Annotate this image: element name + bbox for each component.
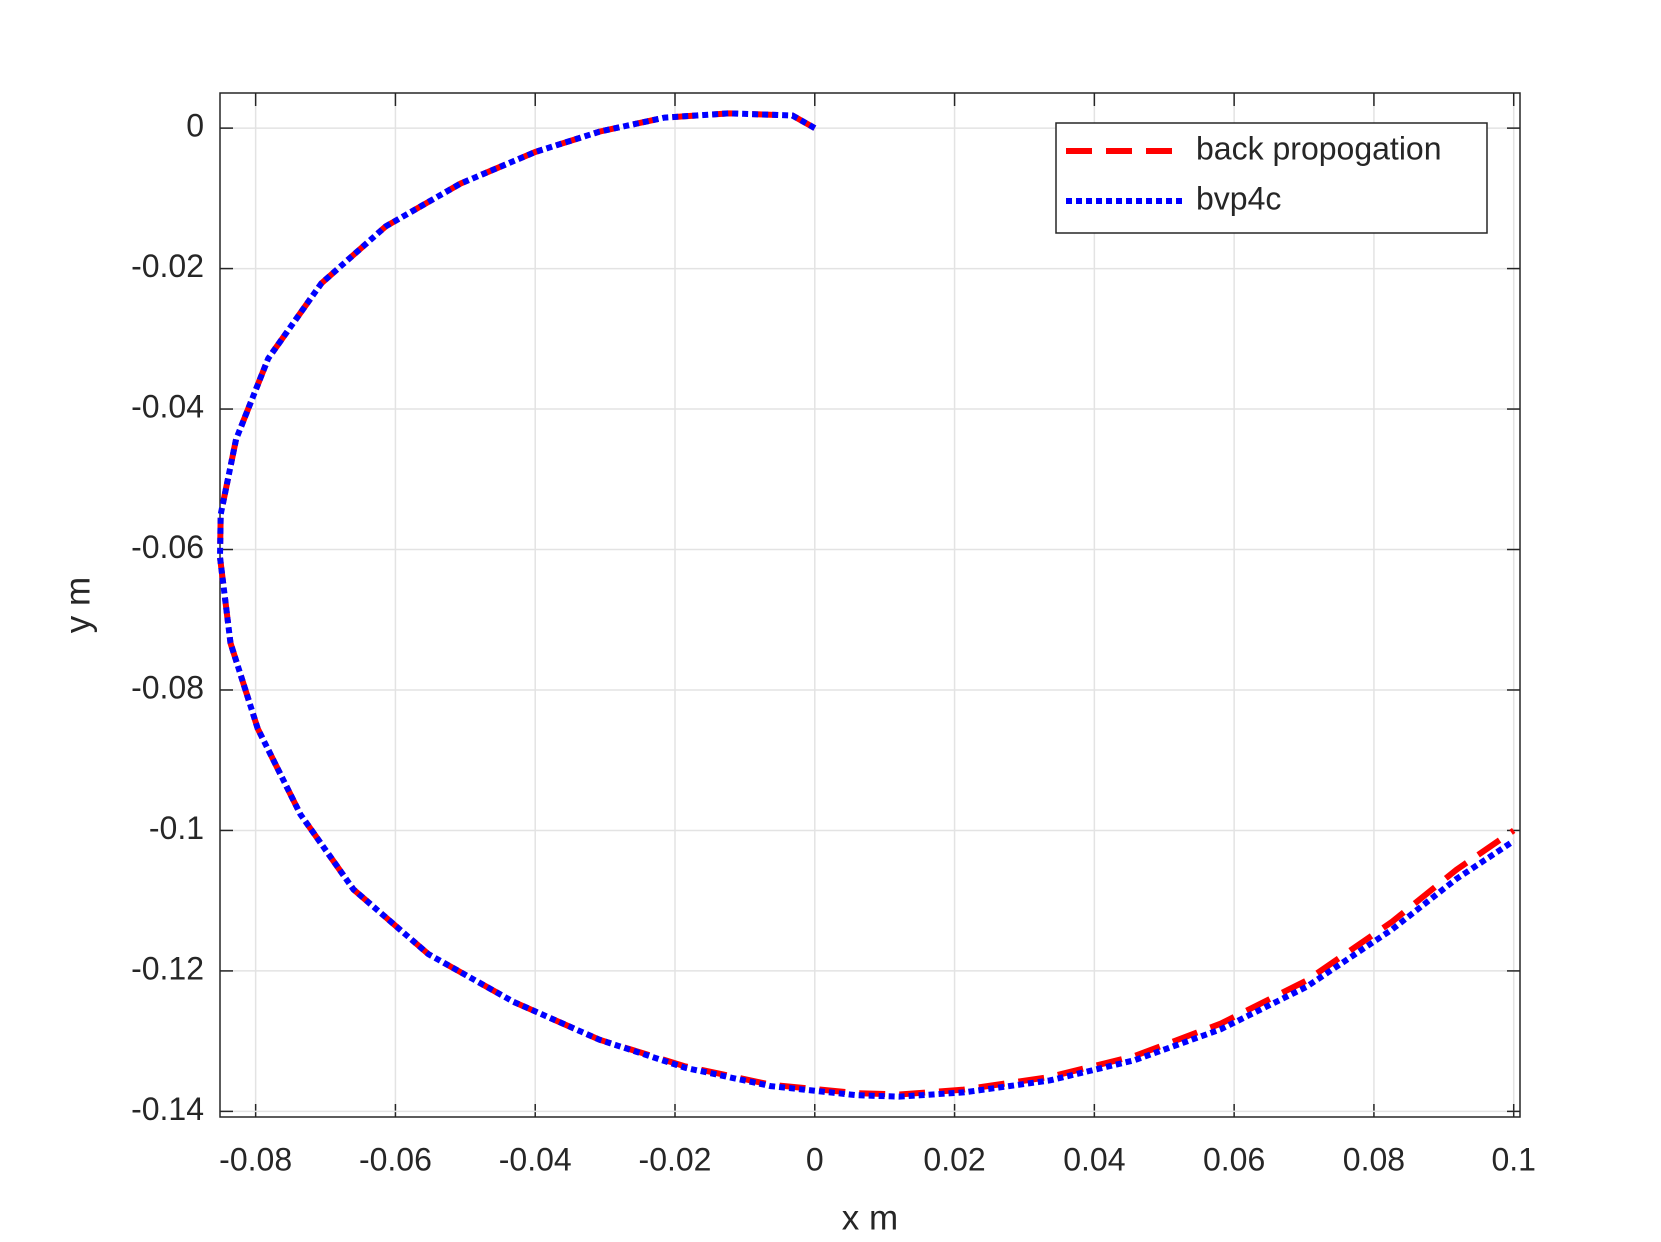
y-tick-label: 0 xyxy=(186,108,204,144)
plot-frame xyxy=(219,92,1521,1118)
x-tick-label: -0.02 xyxy=(639,1141,712,1177)
x-tick-label: 0.06 xyxy=(1203,1141,1265,1177)
y-tick-label: -0.02 xyxy=(131,248,204,284)
x-tick-label: 0 xyxy=(806,1141,824,1177)
x-tick-label: 0.1 xyxy=(1491,1141,1535,1177)
series-line xyxy=(216,110,1516,1100)
y-tick-label: -0.1 xyxy=(149,810,204,846)
y-tick-label: -0.08 xyxy=(131,669,204,705)
y-tick-label: -0.04 xyxy=(131,389,204,425)
x-tick-label: 0.02 xyxy=(923,1141,985,1177)
y-tick-label: -0.12 xyxy=(131,950,204,986)
y-tick-label: -0.14 xyxy=(131,1091,204,1127)
x-tick-label: -0.04 xyxy=(499,1141,572,1177)
y-axis-label: y m xyxy=(58,577,97,633)
legend-label: back propogation xyxy=(1196,130,1442,166)
x-tick-label: -0.06 xyxy=(359,1141,432,1177)
x-tick-label: 0.04 xyxy=(1063,1141,1125,1177)
y-tick-label: -0.06 xyxy=(131,529,204,565)
x-tick-label: 0.08 xyxy=(1343,1141,1405,1177)
x-axis-label: x m xyxy=(842,1198,898,1237)
x-tick-label: -0.08 xyxy=(219,1141,292,1177)
legend-box xyxy=(1055,122,1488,234)
legend-label: bvp4c xyxy=(1196,180,1281,216)
